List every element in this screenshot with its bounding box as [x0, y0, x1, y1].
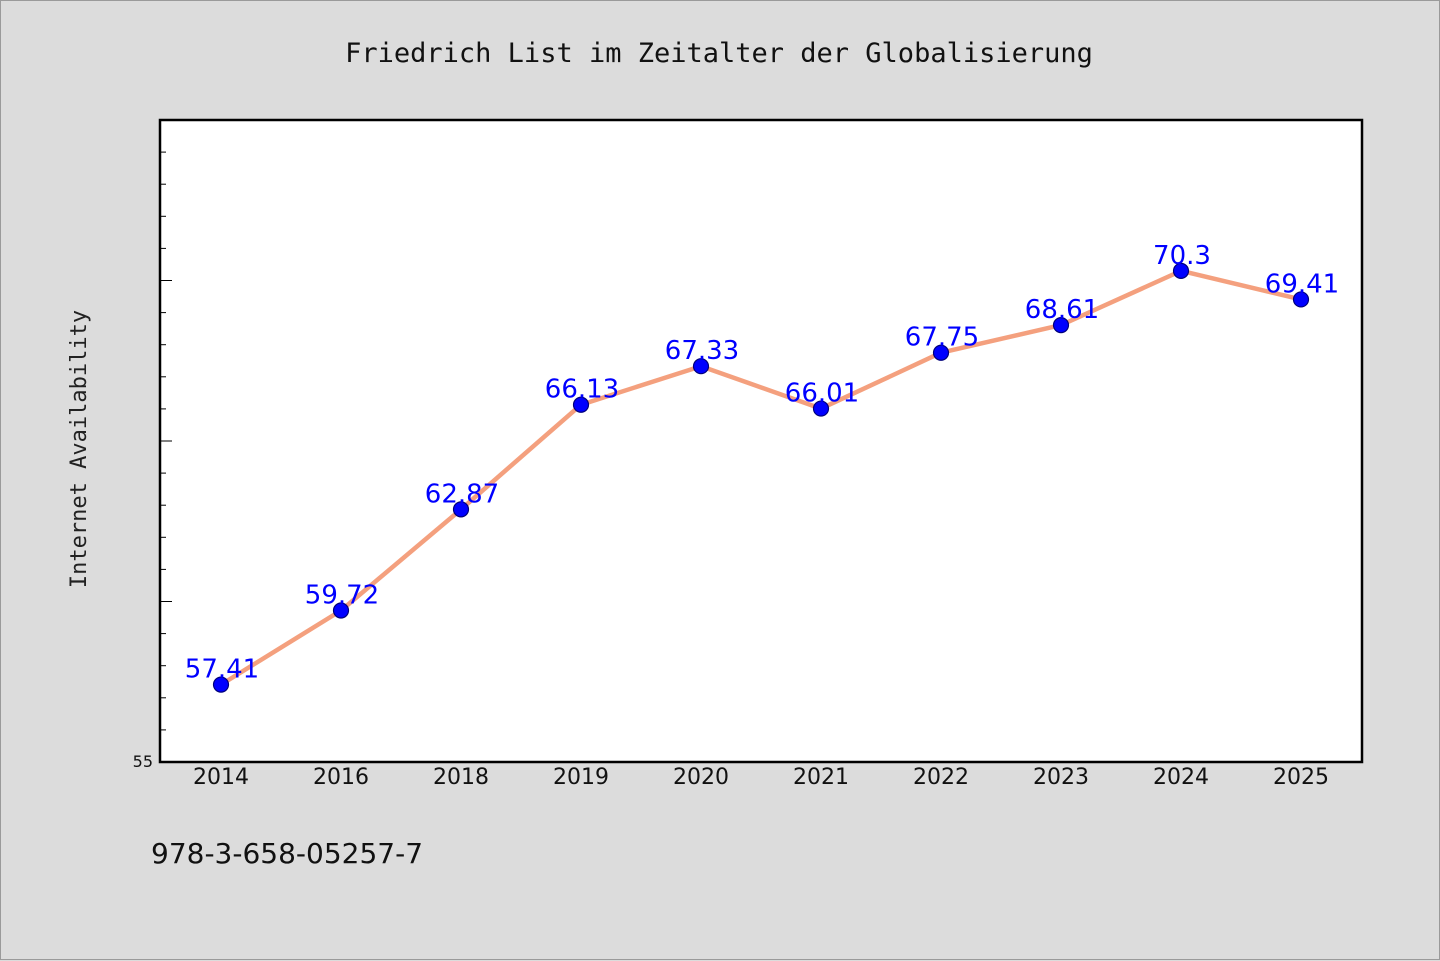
data-labels: 57.41 59.72 62.87 66.13 67.33 66.01 67.75 68.61…: [185, 241, 1339, 685]
data-point: [1172, 262, 1190, 279]
data-point: [932, 344, 950, 361]
x-tick-label: 2018: [433, 765, 489, 790]
chart-title: Friedrich List im Zeitalter der Globalis…: [345, 38, 1093, 69]
x-tick-label: 2024: [1153, 765, 1209, 790]
data-point: [692, 358, 710, 375]
x-tick-label: 2025: [1273, 765, 1329, 790]
data-markers: [212, 262, 1310, 693]
x-tick-label: 2014: [193, 765, 249, 790]
y-axis-ticks: [160, 151, 172, 731]
data-label: 66.01: [785, 379, 859, 409]
data-label: 67.33: [665, 336, 739, 366]
isbn-text: 978-3-658-05257-7: [151, 837, 423, 870]
data-label: 70.3: [1153, 241, 1211, 271]
data-point: [572, 396, 590, 413]
data-label: 57.41: [185, 655, 259, 685]
x-axis-tick-labels: 2014 2016 2018 2019 2020 2021 2022 2023 2024 2025: [193, 765, 1329, 790]
y-tick-label: 55: [133, 752, 153, 771]
data-point: [332, 602, 350, 619]
data-label: 66.13: [545, 375, 619, 405]
data-point: [1292, 291, 1310, 308]
data-label: 69.41: [1265, 269, 1339, 299]
data-label: 59.72: [305, 580, 379, 610]
x-tick-label: 2022: [913, 765, 969, 790]
data-point: [1052, 317, 1070, 334]
x-tick-label: 2016: [313, 765, 369, 790]
data-label: 62.87: [425, 479, 499, 509]
series-line-group: [218, 268, 1304, 687]
data-point: [812, 400, 830, 417]
data-point: [212, 676, 230, 693]
data-label: 68.61: [1025, 295, 1099, 325]
x-tick-label: 2019: [553, 765, 609, 790]
data-label: 67.75: [905, 323, 979, 353]
plot-area: [158, 118, 1364, 764]
data-point: [452, 501, 470, 518]
y-axis-label: Internet Availability: [67, 310, 92, 588]
x-tick-label: 2021: [793, 765, 849, 790]
x-tick-label: 2023: [1033, 765, 1089, 790]
x-tick-label: 2020: [673, 765, 729, 790]
series-line: [218, 268, 1304, 687]
y-axis-tick-labels: 55: [133, 752, 153, 771]
